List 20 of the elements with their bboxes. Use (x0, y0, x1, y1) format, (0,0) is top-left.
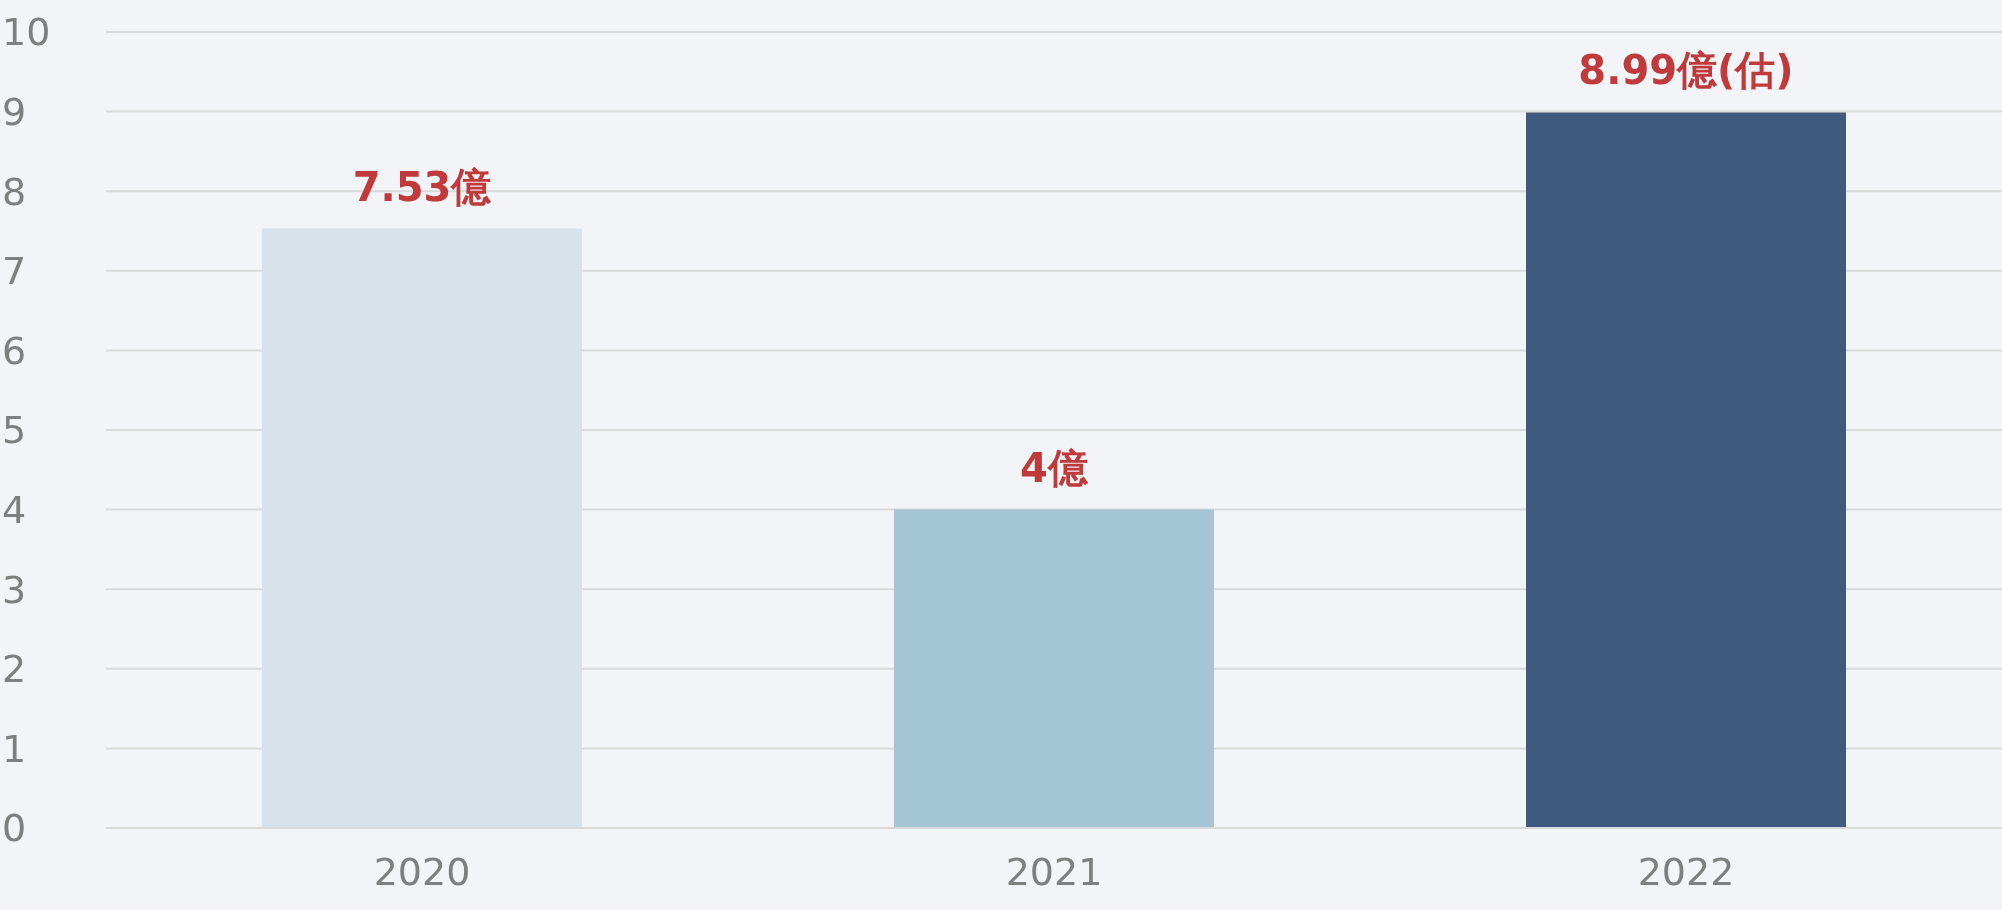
x-tick-label: 2021 (1005, 849, 1103, 894)
data-label: 7.53億 (352, 163, 493, 210)
y-tick-label: 0 (2, 806, 27, 851)
y-tick-label: 9 (2, 90, 27, 135)
bar (262, 228, 582, 828)
bar (1526, 112, 1846, 828)
y-tick-label: 2 (2, 647, 27, 692)
data-label: 4億 (1020, 444, 1089, 491)
y-tick-label: 7 (2, 249, 27, 294)
y-tick-label: 3 (2, 567, 27, 612)
y-tick-label: 6 (2, 328, 27, 373)
x-tick-label: 2022 (1637, 849, 1735, 894)
y-tick-label: 5 (2, 408, 27, 453)
y-tick-label: 1 (2, 726, 27, 771)
x-tick-label: 2020 (373, 849, 471, 894)
data-label: 8.99億(估) (1578, 47, 1794, 94)
bar (894, 509, 1214, 828)
y-tick-label: 4 (2, 488, 27, 533)
y-tick-label: 8 (2, 169, 27, 214)
y-tick-label: 10 (2, 10, 51, 55)
